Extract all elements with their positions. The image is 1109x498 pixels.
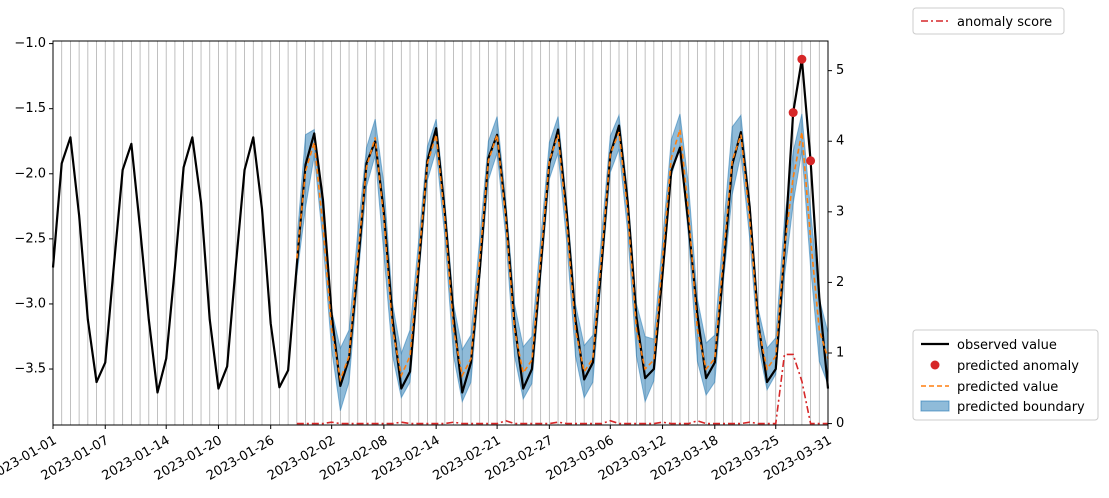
left-y-tick-label: −3.5 <box>14 362 46 377</box>
grid-lines <box>52 41 829 425</box>
left-y-tick-label: −1.5 <box>14 101 46 116</box>
right-y-tick-label: 2 <box>836 275 844 290</box>
right-y-tick-label: 5 <box>836 63 844 78</box>
left-y-tick-label: −1.0 <box>14 36 46 51</box>
series-lines <box>51 58 830 425</box>
legend-boundary-swatch <box>920 400 950 412</box>
legend-anomaly-score-label: anomaly score <box>957 15 1052 30</box>
right-y-tick-label: 4 <box>836 134 844 149</box>
predicted-anomaly-point <box>788 108 798 118</box>
left-y-axis-ticks: −1.0 −1.5 −2.0 −2.5 −3.0 −3.5 <box>14 36 53 377</box>
predicted-anomaly-point <box>797 54 807 64</box>
predicted-anomaly-point <box>806 156 816 166</box>
left-y-tick-label: −3.0 <box>14 296 46 311</box>
legend-predicted-label: predicted value <box>957 380 1058 395</box>
right-y-tick-label: 3 <box>836 204 844 219</box>
legend-boundary-label: predicted boundary <box>957 400 1085 415</box>
right-y-tick-label: 0 <box>836 416 844 431</box>
predicted-value-line <box>296 129 829 383</box>
axes-frame <box>52 40 829 426</box>
legend-anomaly-label: predicted anomaly <box>957 359 1079 374</box>
right-y-axis-ticks: 0 1 2 3 4 5 <box>828 63 844 431</box>
legend-series: observed value predicted anomaly predict… <box>912 329 1099 421</box>
legend-anomaly-swatch <box>930 360 940 370</box>
legend-observed-label: observed value <box>957 338 1057 353</box>
left-y-tick-label: −2.0 <box>14 166 46 181</box>
x-axis-ticks: 2023-01-012023-01-072023-01-142023-01-20… <box>0 425 834 484</box>
legend-anomaly-score: anomaly score <box>912 7 1065 35</box>
right-y-tick-label: 1 <box>836 346 844 361</box>
anomaly-points <box>788 54 816 166</box>
left-y-tick-label: −2.5 <box>14 231 46 246</box>
anomaly-score-line <box>296 353 828 425</box>
